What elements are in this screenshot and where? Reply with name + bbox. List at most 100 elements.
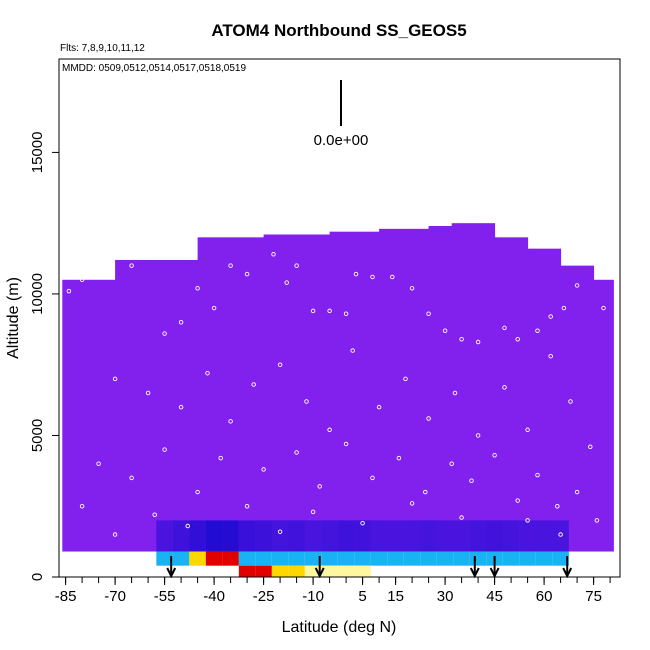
band-cell-upper bbox=[271, 520, 289, 552]
sample-point bbox=[548, 314, 553, 319]
band-cell-upper bbox=[337, 520, 355, 552]
sample-point bbox=[112, 532, 118, 537]
sample-point bbox=[304, 399, 309, 404]
x-tick-label: -85 bbox=[55, 588, 77, 605]
band-cell-lower bbox=[304, 565, 322, 577]
points-layer bbox=[66, 252, 606, 537]
sample-point bbox=[561, 305, 567, 311]
sample-point bbox=[310, 509, 316, 515]
sample-point bbox=[459, 515, 464, 520]
sample-point bbox=[502, 385, 507, 390]
band-cell-upper bbox=[172, 520, 190, 552]
sample-point bbox=[601, 305, 606, 311]
chart-title: ATOM4 Northbound SS_GEOS5 bbox=[211, 21, 466, 40]
sample-point bbox=[228, 419, 233, 424]
sample-point bbox=[409, 501, 415, 506]
band-cell-middle bbox=[502, 551, 520, 566]
arrows-layer bbox=[166, 556, 573, 579]
sample-point bbox=[244, 503, 250, 509]
field-cell bbox=[560, 265, 595, 552]
field-cell bbox=[197, 237, 265, 552]
sample-point bbox=[475, 339, 481, 345]
field-cell bbox=[527, 248, 562, 552]
x-tick-label: 75 bbox=[585, 588, 602, 605]
band-cell-middle bbox=[469, 551, 487, 566]
band-cell-upper bbox=[469, 520, 487, 552]
sample-point bbox=[588, 444, 593, 450]
y-axis-label: Altitude (m) bbox=[5, 277, 22, 359]
field-cell bbox=[494, 237, 529, 552]
band-cell-upper bbox=[502, 520, 520, 552]
sample-point bbox=[548, 353, 553, 359]
y-tick-label: 5000 bbox=[29, 419, 46, 452]
sample-point bbox=[112, 376, 118, 382]
sample-point bbox=[591, 254, 596, 260]
band-cell-middle bbox=[453, 551, 470, 566]
sample-point bbox=[178, 404, 184, 410]
sample-point bbox=[178, 319, 184, 325]
band-cell-middle bbox=[172, 551, 190, 566]
sample-point bbox=[555, 503, 560, 509]
flight-arrow-head bbox=[166, 567, 177, 579]
sample-point bbox=[277, 362, 283, 367]
sample-point bbox=[535, 472, 540, 478]
sample-point bbox=[409, 286, 415, 291]
sample-point bbox=[145, 390, 151, 396]
band-cell-upper bbox=[205, 520, 223, 552]
sample-point bbox=[271, 252, 276, 257]
band-cell-upper bbox=[222, 520, 239, 552]
sample-point bbox=[469, 478, 474, 484]
x-tick-label: -25 bbox=[253, 588, 275, 605]
plot-frame bbox=[58, 58, 621, 578]
scale-value-label: 0.0e+00 bbox=[314, 132, 369, 149]
band-layer bbox=[156, 520, 569, 577]
sample-point bbox=[525, 427, 530, 433]
sample-point bbox=[185, 523, 190, 529]
sample-point bbox=[79, 503, 85, 509]
band-cell-middle bbox=[354, 551, 371, 566]
sample-point bbox=[218, 455, 223, 461]
band-cell-lower bbox=[354, 565, 371, 577]
field-layer bbox=[62, 223, 614, 552]
x-tick-label: -55 bbox=[154, 588, 176, 605]
band-cell-lower bbox=[288, 565, 305, 577]
x-axis-label: Latitude (deg N) bbox=[282, 619, 397, 636]
sample-point bbox=[594, 518, 600, 523]
sample-point bbox=[403, 376, 408, 382]
band-cell-middle bbox=[205, 551, 223, 566]
sample-point bbox=[449, 461, 454, 467]
sample-point bbox=[574, 283, 580, 288]
band-cell-middle bbox=[436, 551, 454, 566]
band-cell-middle bbox=[370, 551, 388, 566]
band-cell-upper bbox=[370, 520, 388, 552]
sample-point bbox=[96, 274, 101, 280]
field-cell bbox=[451, 223, 496, 552]
sample-point bbox=[492, 453, 497, 458]
band-cell-upper bbox=[304, 520, 322, 552]
sample-point bbox=[370, 475, 375, 481]
sample-point bbox=[317, 484, 322, 489]
band-cell-upper bbox=[486, 520, 503, 552]
band-cell-upper bbox=[156, 520, 173, 552]
field-cell bbox=[62, 279, 116, 552]
sample-point bbox=[294, 263, 299, 268]
band-cell-middle bbox=[238, 551, 256, 566]
flights-note: Flts: 7,8,9,10,11,12 bbox=[60, 43, 145, 54]
x-tick-label: -10 bbox=[302, 588, 324, 605]
band-cell-middle bbox=[519, 551, 536, 566]
sample-point bbox=[228, 263, 233, 268]
sample-point bbox=[343, 311, 349, 317]
y-tick-label: 0 bbox=[29, 573, 46, 581]
sample-point bbox=[244, 271, 250, 277]
y-tick-label: 15000 bbox=[29, 132, 46, 174]
x-tick-label: -70 bbox=[104, 588, 126, 605]
sample-point bbox=[152, 512, 157, 517]
x-tick-label: 15 bbox=[387, 588, 404, 605]
sample-point bbox=[343, 441, 349, 447]
sample-point bbox=[284, 280, 289, 285]
flight-arrow-head bbox=[314, 567, 325, 579]
sample-point bbox=[426, 311, 431, 317]
field-cell bbox=[593, 279, 614, 552]
field-cell bbox=[379, 228, 430, 552]
band-cell-upper bbox=[321, 520, 338, 552]
